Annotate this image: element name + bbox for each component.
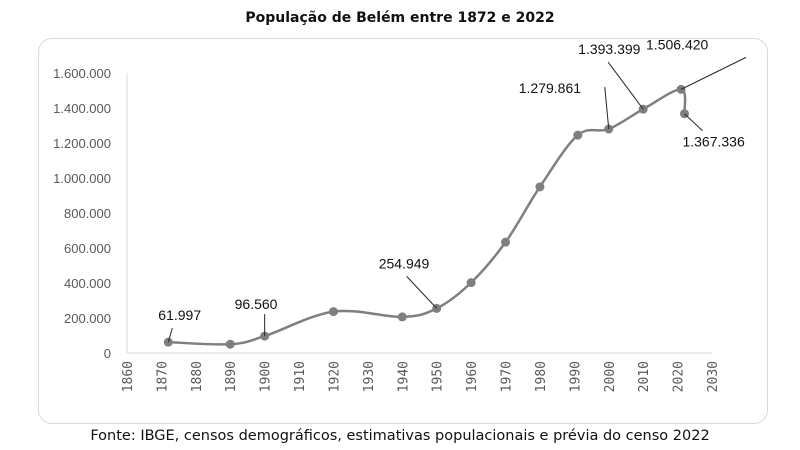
y-tick-label: 1.600.000 — [53, 66, 111, 81]
x-tick-label: 1900 — [259, 361, 274, 392]
x-tick-label: 1890 — [224, 361, 239, 392]
y-tick-label: 1.400.000 — [53, 101, 111, 116]
data-point — [466, 278, 476, 288]
y-tick-label: 400.000 — [64, 276, 111, 291]
data-label: 1.279.861 — [519, 80, 581, 96]
data-label: 1.506.420 — [646, 36, 708, 52]
chart-title: População de Belém entre 1872 e 2022 — [245, 10, 555, 26]
x-tick-label: 1980 — [534, 361, 549, 392]
data-point — [535, 182, 545, 192]
data-point — [225, 339, 235, 349]
x-tick-label: 1920 — [327, 361, 342, 392]
y-tick-label: 1.000.000 — [53, 171, 111, 186]
x-tick-label: 2000 — [603, 361, 618, 392]
data-label: 254.949 — [379, 255, 430, 271]
y-tick-label: 600.000 — [64, 241, 111, 256]
y-tick-label: 1.200.000 — [53, 136, 111, 151]
data-point — [573, 130, 583, 140]
x-tick-label: 1950 — [431, 361, 446, 392]
chart-frame — [38, 38, 768, 424]
x-tick-label: 1970 — [500, 361, 515, 392]
data-point — [397, 312, 407, 322]
x-tick-label: 1910 — [293, 361, 308, 392]
data-label: 61.997 — [158, 307, 201, 323]
data-label: 1.367.336 — [682, 134, 744, 150]
data-label: 96.560 — [235, 296, 278, 312]
data-point — [501, 237, 511, 247]
leader-line — [406, 276, 438, 309]
x-tick-label: 1960 — [465, 361, 480, 392]
x-tick-label: 2020 — [672, 361, 687, 392]
x-tick-label: 2010 — [637, 361, 652, 392]
x-tick-label: 1930 — [362, 361, 377, 392]
series-line — [168, 88, 687, 346]
x-tick-label: 1860 — [121, 361, 136, 392]
y-tick-label: 800.000 — [64, 206, 111, 221]
chart-source: Fonte: IBGE, censos demográficos, estima… — [90, 428, 710, 444]
leader-line — [607, 61, 644, 110]
x-tick-label: 2030 — [706, 361, 721, 392]
leader-line — [167, 328, 173, 343]
leader-line — [684, 113, 703, 132]
leader-line — [604, 86, 610, 130]
leader-line — [680, 56, 747, 90]
y-tick-label: 200.000 — [64, 311, 111, 326]
data-label: 1.393.399 — [578, 41, 640, 57]
x-tick-label: 1990 — [568, 361, 583, 392]
x-tick-label: 1940 — [396, 361, 411, 392]
x-tick-label: 1870 — [155, 361, 170, 392]
data-point — [328, 307, 338, 317]
y-tick-label: 0 — [104, 346, 111, 361]
x-tick-label: 1880 — [190, 361, 205, 392]
